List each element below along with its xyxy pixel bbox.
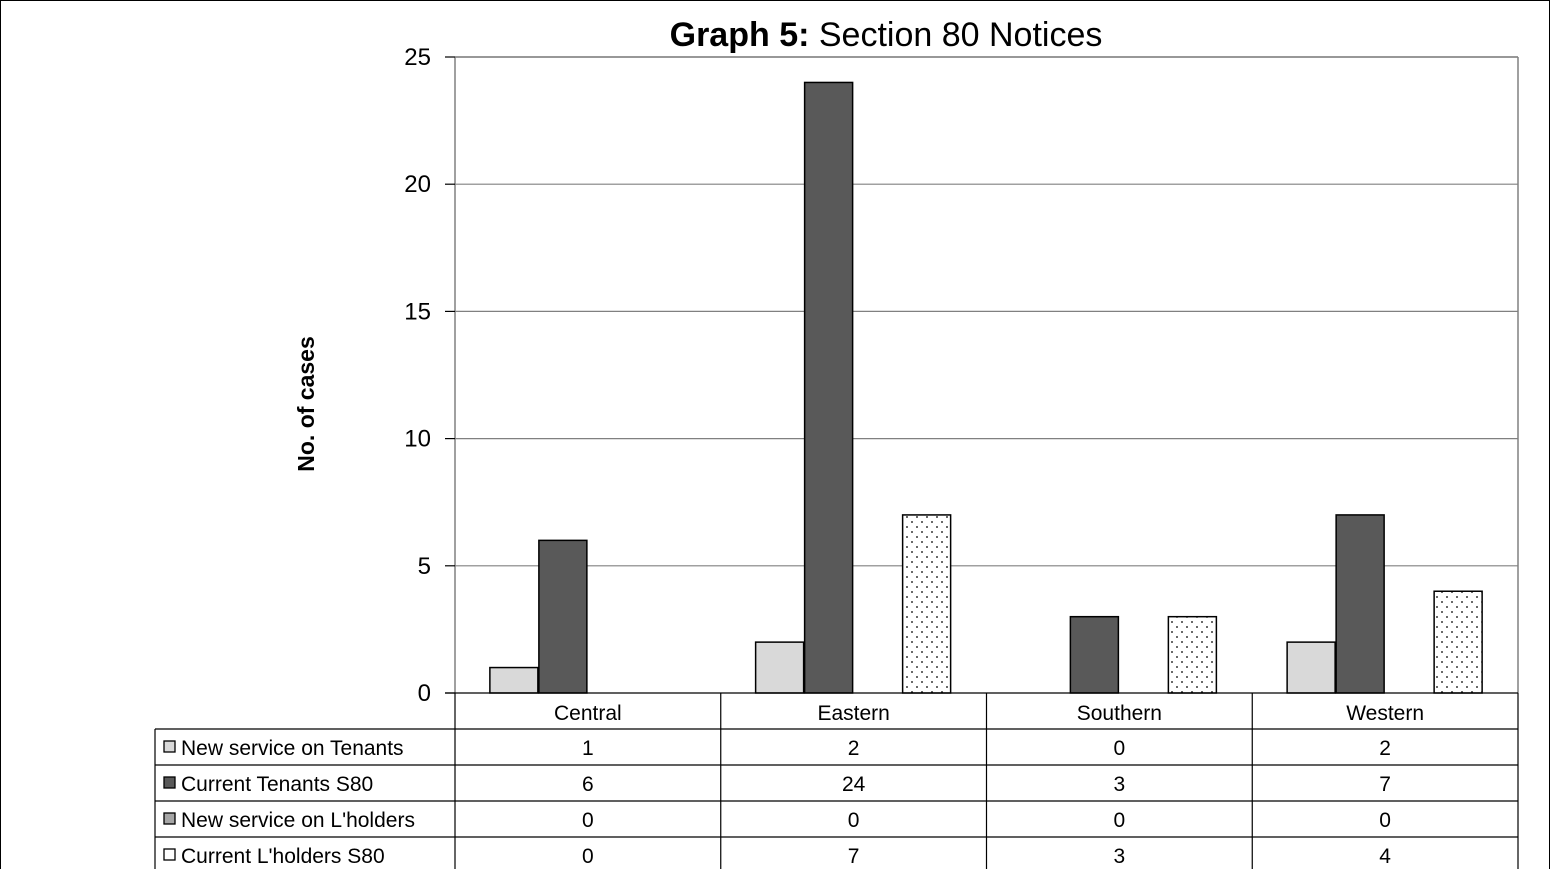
table-cell-value: 6 xyxy=(582,773,594,796)
legend-series-name: Current Tenants S80 xyxy=(181,773,373,796)
bar xyxy=(538,539,588,694)
bar xyxy=(1335,514,1385,694)
table-cell-value: 0 xyxy=(848,809,860,832)
table-cell-value: 0 xyxy=(582,845,594,868)
bar xyxy=(1286,641,1336,694)
table-cell-value: 7 xyxy=(848,845,860,868)
legend-key xyxy=(163,776,176,789)
legend-series-name: New service on Tenants xyxy=(181,737,404,760)
table-cell-value: 4 xyxy=(1379,845,1391,868)
x-category-label: Eastern xyxy=(817,702,889,725)
x-category-label: Central xyxy=(554,702,622,725)
table-cell-value: 24 xyxy=(842,773,866,796)
legend-key xyxy=(163,812,176,825)
y-tick-label: 15 xyxy=(404,298,431,325)
y-tick-label: 5 xyxy=(418,553,431,580)
table-cell-value: 7 xyxy=(1379,773,1391,796)
y-axis-label: No. of cases xyxy=(293,336,319,472)
table-cell-value: 0 xyxy=(1114,809,1126,832)
x-category-label: Southern xyxy=(1077,702,1162,725)
y-tick-label: 20 xyxy=(404,171,431,198)
y-tick-label: 10 xyxy=(404,426,431,453)
bar xyxy=(1069,615,1120,694)
table-cell-value: 3 xyxy=(1114,845,1126,868)
bar xyxy=(803,81,854,694)
table-cell-value: 3 xyxy=(1114,773,1126,796)
table-cell-value: 2 xyxy=(1379,737,1391,760)
bar xyxy=(754,641,805,694)
y-tick-label: 0 xyxy=(418,680,431,707)
chart-title: Graph 5: Section 80 Notices xyxy=(670,16,1103,54)
table-cell-value: 0 xyxy=(1379,809,1391,832)
x-category-label: Western xyxy=(1346,702,1424,725)
table-cell-value: 0 xyxy=(1114,737,1126,760)
table-cell-value: 0 xyxy=(582,809,594,832)
bar xyxy=(1167,615,1218,694)
y-tick-label: 25 xyxy=(404,44,431,71)
legend-series-name: New service on L'holders xyxy=(181,809,415,832)
legend-key xyxy=(163,740,176,753)
table-cell-value: 2 xyxy=(848,737,860,760)
bar xyxy=(1433,590,1483,694)
legend-series-name: Current L'holders S80 xyxy=(181,845,385,868)
bar xyxy=(489,666,539,694)
bar xyxy=(901,514,952,694)
table-cell-value: 1 xyxy=(582,737,594,760)
legend-key xyxy=(163,848,176,861)
